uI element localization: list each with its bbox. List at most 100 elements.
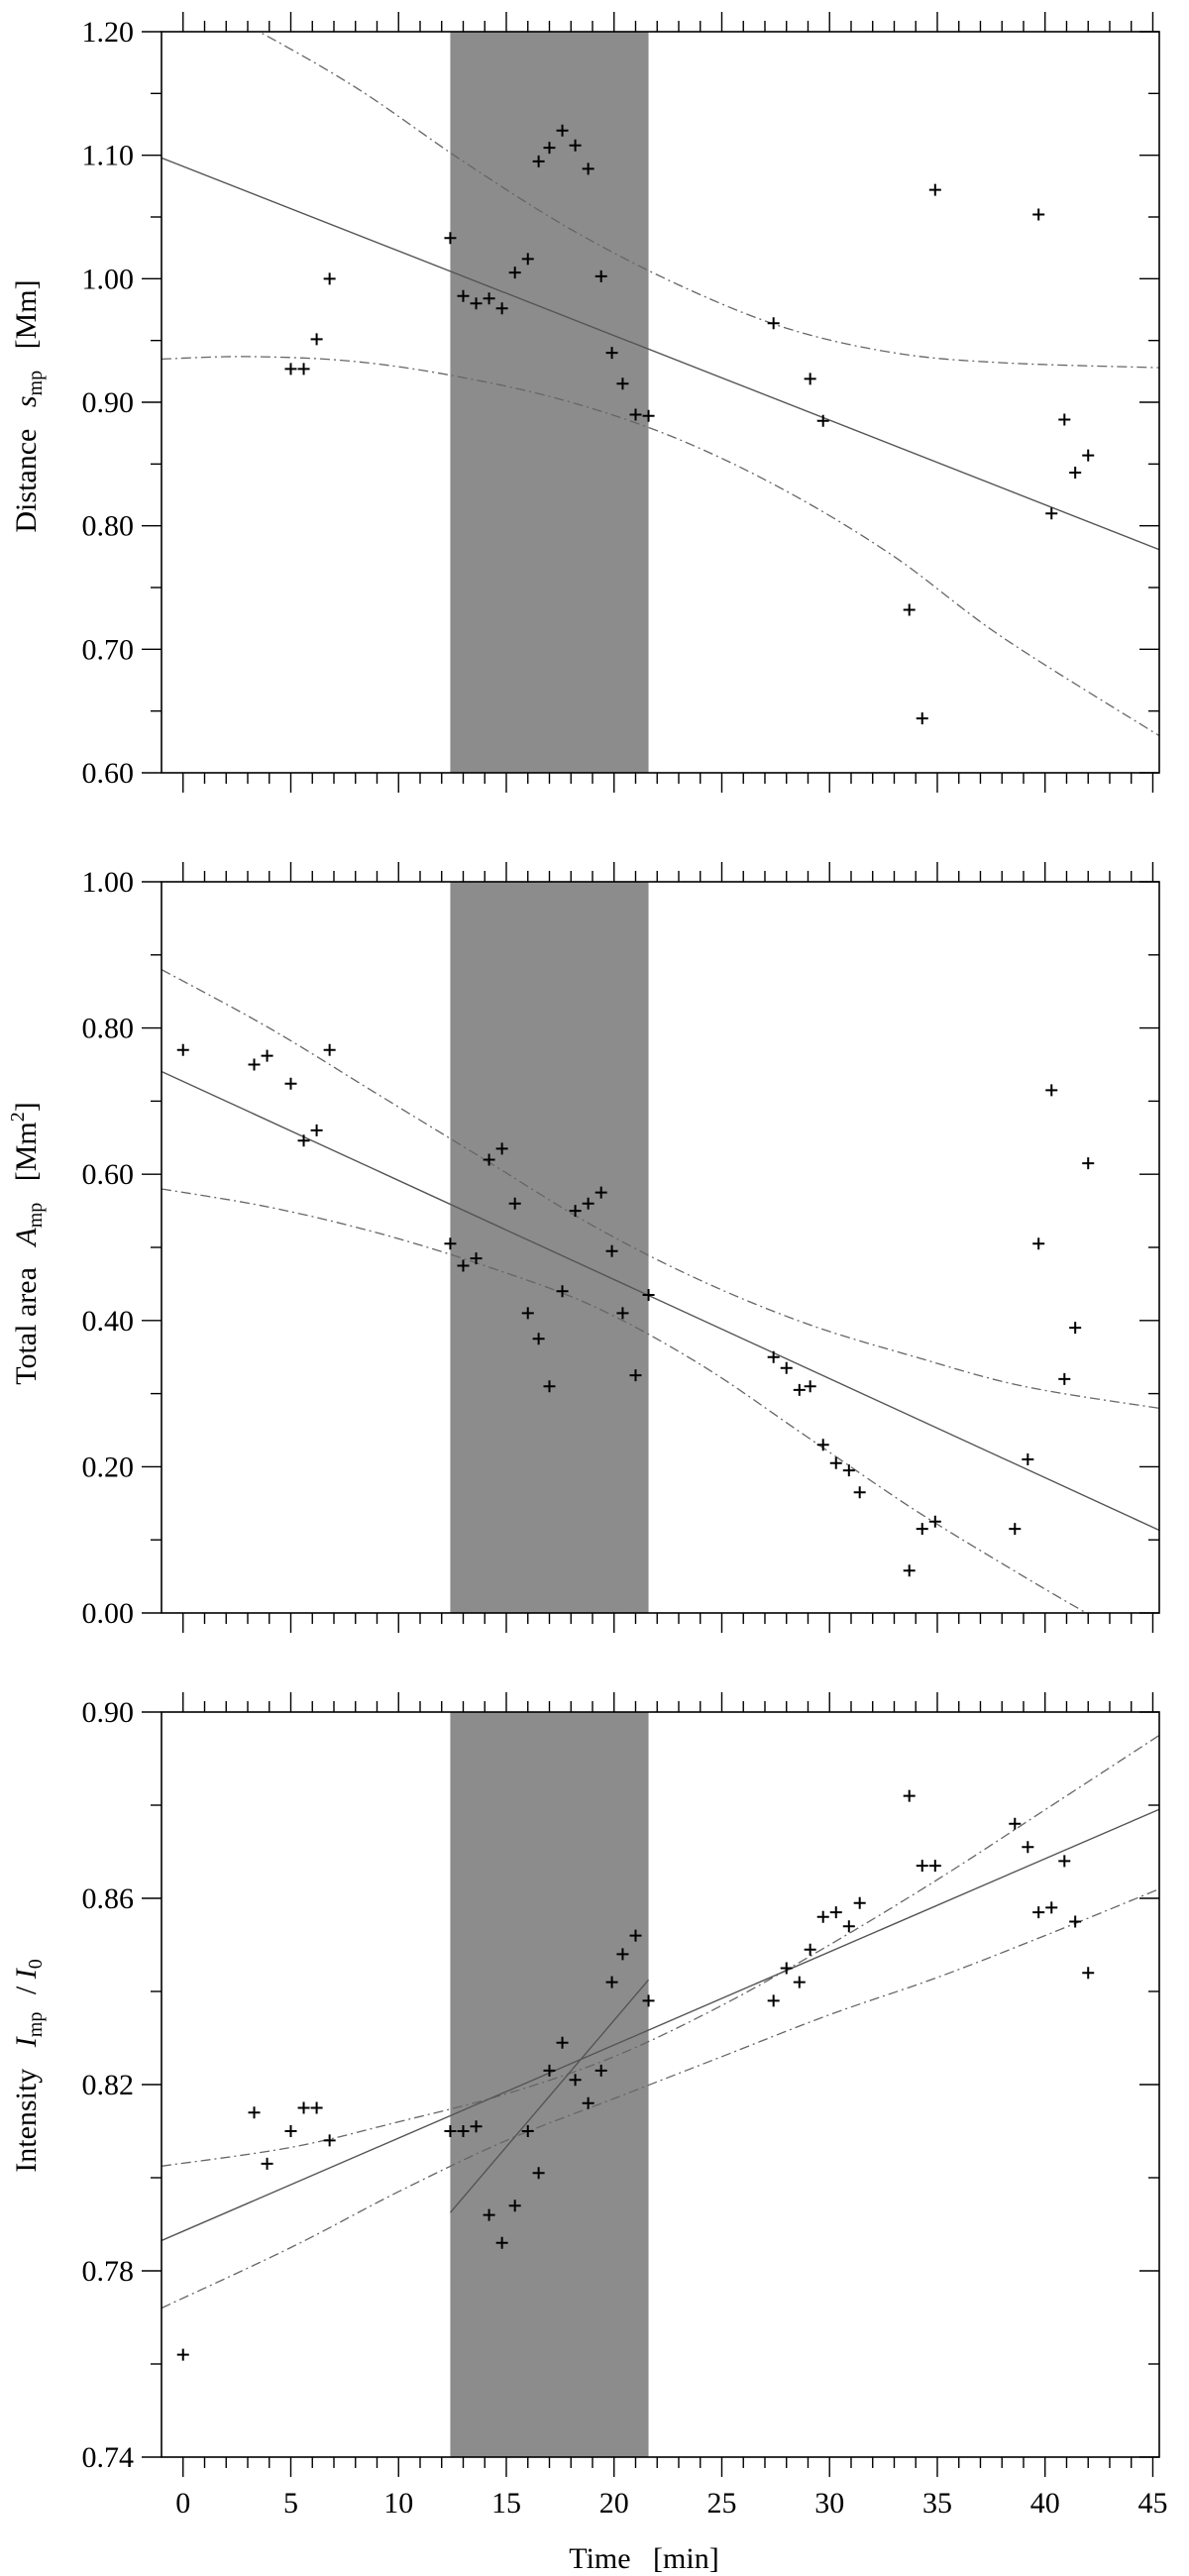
intensity-data-point — [521, 2125, 534, 2137]
total-area-plot-area — [162, 969, 1159, 1613]
distance-data-point — [444, 232, 457, 245]
distance-data-point — [582, 162, 594, 175]
total-area-data-point — [1082, 1157, 1095, 1170]
distance-y-tick-label: 1.20 — [82, 16, 135, 49]
distance-data-point — [569, 139, 582, 152]
total-area-data-point — [1058, 1372, 1071, 1385]
intensity-y-tick-label: 0.90 — [82, 1696, 135, 1729]
distance-data-point — [1082, 449, 1095, 462]
total-area-data-point — [521, 1307, 534, 1320]
total-area-data-point — [470, 1252, 483, 1265]
total-area-data-points — [176, 1043, 1095, 1577]
distance-y-tick-label: 1.10 — [82, 140, 135, 172]
intensity-data-point — [176, 2348, 189, 2361]
total-area-data-point — [767, 1350, 780, 1363]
intensity-data-point — [1058, 1855, 1071, 1868]
distance-data-point — [1058, 413, 1071, 426]
total-area-data-point — [1009, 1523, 1022, 1536]
total-area-data-point — [829, 1456, 842, 1469]
total-area-y-tick-label: 0.20 — [82, 1450, 135, 1483]
distance-y-label-main: Distance — [10, 429, 43, 533]
intensity-confidence-lower — [162, 1887, 1159, 2309]
distance-y-tick-label: 0.70 — [82, 633, 135, 666]
total-area-data-point — [853, 1486, 866, 1499]
distance-data-point — [470, 297, 483, 310]
intensity-y-label-unit-sub: 0 — [25, 1959, 47, 1969]
intensity-x-tick-label: 15 — [491, 2487, 521, 2520]
distance-data-point — [556, 124, 569, 137]
distance-data-point — [323, 272, 336, 285]
intensity-y-label-unit-symbol: I — [10, 1967, 43, 1980]
distance-data-point — [629, 408, 642, 421]
intensity-data-point — [853, 1896, 866, 1909]
total-area-data-point — [582, 1197, 594, 1210]
distance-data-point — [594, 269, 607, 282]
total-area-data-point — [916, 1523, 928, 1536]
distance-data-point — [457, 289, 470, 302]
intensity-data-point — [1045, 1901, 1058, 1914]
total-area-data-point — [1069, 1322, 1082, 1335]
total-area-data-point — [569, 1205, 582, 1218]
intensity-y-label-main: Intensity — [10, 2069, 43, 2173]
intensity-data-point — [767, 1994, 780, 2007]
intensity-data-point — [569, 2074, 582, 2087]
intensity-data-point — [248, 2106, 261, 2119]
intensity-y-tick-label: 0.78 — [82, 2255, 135, 2288]
distance-data-point — [928, 183, 941, 196]
total-area-data-point — [176, 1043, 189, 1056]
intensity-confidence-upper — [162, 1734, 1159, 2167]
total-area-confidence-lower — [162, 1188, 1088, 1613]
distance-data-point — [605, 347, 618, 360]
intensity-data-point — [582, 2096, 594, 2109]
total-area-data-point — [495, 1142, 508, 1155]
intensity-x-tick-label: 35 — [922, 2487, 952, 2520]
total-area-ticks — [142, 862, 1159, 1633]
distance-data-point — [767, 317, 780, 330]
total-area-y-label: Total area Amp [Mm2] — [7, 1102, 49, 1385]
distance-data-point — [816, 414, 829, 427]
total-area-data-point — [284, 1077, 297, 1090]
total-area-data-point — [483, 1153, 495, 1166]
total-area-data-point — [556, 1285, 569, 1298]
total-area-y-label-symbol: A — [10, 1228, 43, 1248]
distance-data-point — [1032, 208, 1045, 221]
distance-confidence-lower — [162, 356, 1159, 737]
intensity-data-point — [605, 1976, 618, 1988]
total-area-data-point — [444, 1237, 457, 1250]
distance-data-point — [310, 333, 323, 346]
distance-y-tick-label: 0.90 — [82, 386, 135, 419]
distance-data-point — [1069, 467, 1082, 480]
distance-data-point — [616, 377, 629, 390]
total-area-confidence-upper — [162, 969, 1159, 1410]
intensity-data-point — [842, 1920, 855, 1933]
total-area-y-tick-label: 1.00 — [82, 866, 135, 899]
intensity-secondary-fit-line — [449, 1979, 650, 2213]
intensity-x-tick-label: 10 — [383, 2487, 413, 2520]
total-area-data-point — [793, 1383, 806, 1396]
total-area-data-point — [605, 1244, 618, 1257]
distance-y-label: Distance smp [Mm] — [10, 279, 49, 532]
total-area-data-point — [457, 1259, 470, 1272]
intensity-data-point — [804, 1943, 816, 1956]
intensity-data-point — [1032, 1906, 1045, 1919]
intensity-data-point — [310, 2101, 323, 2114]
intensity-plot-area — [162, 1734, 1159, 2361]
total-area-data-point — [780, 1361, 793, 1374]
intensity-data-point — [903, 1789, 916, 1802]
distance-plot-area — [162, 32, 1159, 737]
distance-data-points — [284, 124, 1095, 725]
intensity-y-label-slash: / — [10, 1979, 43, 1994]
distance-data-point — [903, 603, 916, 616]
intensity-data-point — [556, 2036, 569, 2049]
total-area-data-point — [594, 1186, 607, 1199]
intensity-y-label-symbol: I — [10, 2035, 43, 2048]
total-area-data-point — [816, 1439, 829, 1451]
distance-confidence-upper — [258, 32, 1159, 369]
distance-y-label-sub: mp — [25, 371, 47, 396]
distance-panel: 0.60 0.70 0.80 0.90 1.00 1.10 1.20 — [82, 12, 1160, 793]
total-area-data-point — [297, 1134, 310, 1147]
total-area-data-point — [842, 1464, 855, 1477]
intensity-data-point — [297, 2101, 310, 2114]
intensity-panel: 0.74 0.78 0.82 0.86 0.90 0 5 10 15 20 25 30 35 40 45 — [82, 1692, 1167, 2520]
